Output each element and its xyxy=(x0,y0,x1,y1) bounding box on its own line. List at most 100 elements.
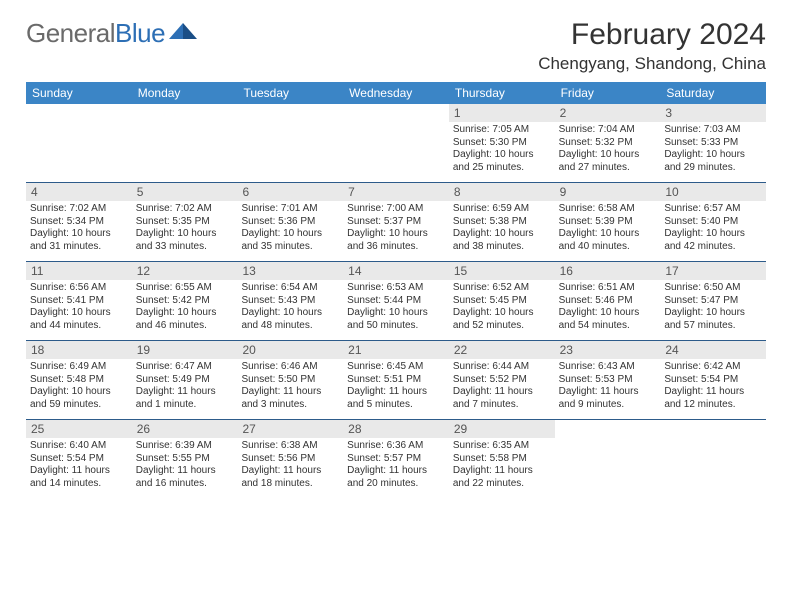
daylight-text: Daylight: 11 hours and 22 minutes. xyxy=(453,465,551,490)
calendar-header-row: Sunday Monday Tuesday Wednesday Thursday… xyxy=(26,82,766,104)
day-number xyxy=(555,420,661,424)
day-number xyxy=(660,420,766,424)
logo-text-general: General xyxy=(26,18,115,48)
daylight-text: Daylight: 10 hours and 35 minutes. xyxy=(241,228,339,253)
daylight-text: Daylight: 11 hours and 9 minutes. xyxy=(559,386,657,411)
sunrise-text: Sunrise: 6:36 AM xyxy=(347,440,445,453)
day-details: Sunrise: 6:53 AMSunset: 5:44 PMDaylight:… xyxy=(343,280,449,336)
daylight-text: Daylight: 11 hours and 12 minutes. xyxy=(664,386,762,411)
sunset-text: Sunset: 5:53 PM xyxy=(559,374,657,387)
sunrise-text: Sunrise: 6:44 AM xyxy=(453,361,551,374)
sunset-text: Sunset: 5:46 PM xyxy=(559,295,657,308)
logo-triangle-icon xyxy=(169,21,197,41)
dayheader-monday: Monday xyxy=(132,82,238,104)
calendar-day xyxy=(343,104,449,182)
sunset-text: Sunset: 5:42 PM xyxy=(136,295,234,308)
day-details: Sunrise: 6:51 AMSunset: 5:46 PMDaylight:… xyxy=(555,280,661,336)
sunset-text: Sunset: 5:45 PM xyxy=(453,295,551,308)
daylight-text: Daylight: 10 hours and 40 minutes. xyxy=(559,228,657,253)
day-number xyxy=(132,104,238,108)
sunset-text: Sunset: 5:34 PM xyxy=(30,216,128,229)
calendar-day: 3Sunrise: 7:03 AMSunset: 5:33 PMDaylight… xyxy=(660,104,766,182)
sunset-text: Sunset: 5:52 PM xyxy=(453,374,551,387)
month-title: February 2024 xyxy=(538,18,766,52)
sunset-text: Sunset: 5:48 PM xyxy=(30,374,128,387)
sunrise-text: Sunrise: 6:52 AM xyxy=(453,282,551,295)
calendar-week: 18 Sunrise: 6:49 AMSunset: 5:48 PM Dayligh… xyxy=(26,340,766,419)
calendar-day xyxy=(26,104,132,182)
dayheader-wednesday: Wednesday xyxy=(343,82,449,104)
calendar-day: 22Sunrise: 6:44 AMSunset: 5:52 PMDayligh… xyxy=(449,341,555,419)
calendar-day: 23Sunrise: 6:43 AMSunset: 5:53 PMDayligh… xyxy=(555,341,661,419)
calendar-day: 13Sunrise: 6:54 AMSunset: 5:43 PMDayligh… xyxy=(237,262,343,340)
sunrise-text: Sunrise: 6:54 AM xyxy=(241,282,339,295)
day-details: Sunrise: 6:54 AMSunset: 5:43 PMDaylight:… xyxy=(237,280,343,336)
daylight-text: Daylight: 10 hours and 27 minutes. xyxy=(559,149,657,174)
sunset-text: Sunset: 5:32 PM xyxy=(559,137,657,150)
day-number: 5 xyxy=(132,183,238,201)
daylight-text: Daylight: 11 hours and 7 minutes. xyxy=(453,386,551,411)
sunset-text: Sunset: 5:51 PM xyxy=(347,374,445,387)
day-number: 23 xyxy=(555,341,661,359)
calendar-day: 7Sunrise: 7:00 AMSunset: 5:37 PMDaylight… xyxy=(343,183,449,261)
sunset-text: Sunset: 5:41 PM xyxy=(30,295,128,308)
day-details: Sunrise: 7:01 AMSunset: 5:36 PMDaylight:… xyxy=(237,201,343,257)
daylight-text: Daylight: 10 hours and 36 minutes. xyxy=(347,228,445,253)
day-number: 21 xyxy=(343,341,449,359)
day-number: 26 xyxy=(132,420,238,438)
calendar-day: 24Sunrise: 6:42 AMSunset: 5:54 PMDayligh… xyxy=(660,341,766,419)
logo-text-blue: Blue xyxy=(115,18,165,48)
dayheader-saturday: Saturday xyxy=(660,82,766,104)
sunset-text: Sunset: 5:47 PM xyxy=(664,295,762,308)
sunrise-text: Sunrise: 7:01 AM xyxy=(241,203,339,216)
calendar-grid: Sunday Monday Tuesday Wednesday Thursday… xyxy=(26,82,766,498)
daylight-text: Daylight: 11 hours and 18 minutes. xyxy=(241,465,339,490)
day-details: Sunrise: 6:36 AMSunset: 5:57 PMDaylight:… xyxy=(343,438,449,494)
day-number: 27 xyxy=(237,420,343,438)
daylight-text: Daylight: 10 hours and 52 minutes. xyxy=(453,307,551,332)
dayheader-tuesday: Tuesday xyxy=(237,82,343,104)
day-details: Sunrise: 7:05 AMSunset: 5:30 PMDaylight:… xyxy=(449,122,555,178)
sunrise-text: Sunrise: 6:59 AM xyxy=(453,203,551,216)
daylight-text: Daylight: 10 hours and 48 minutes. xyxy=(241,307,339,332)
sunrise-text: Sunrise: 6:49 AM xyxy=(30,361,128,374)
day-details: Sunrise: 7:03 AMSunset: 5:33 PMDaylight:… xyxy=(660,122,766,178)
daylight-text: Daylight: 10 hours and 31 minutes. xyxy=(30,228,128,253)
day-details: Sunrise: 6:46 AMSunset: 5:50 PMDaylight:… xyxy=(237,359,343,415)
sunrise-text: Sunrise: 6:53 AM xyxy=(347,282,445,295)
daylight-text: Daylight: 10 hours and 25 minutes. xyxy=(453,149,551,174)
day-details: Sunrise: 7:02 AMSunset: 5:34 PMDaylight:… xyxy=(26,201,132,257)
calendar-week: 11Sunrise: 6:56 AMSunset: 5:41 PMDayligh… xyxy=(26,261,766,340)
daylight-text: Daylight: 10 hours and 33 minutes. xyxy=(136,228,234,253)
calendar-day: 8Sunrise: 6:59 AMSunset: 5:38 PMDaylight… xyxy=(449,183,555,261)
calendar-day: 12Sunrise: 6:55 AMSunset: 5:42 PMDayligh… xyxy=(132,262,238,340)
day-number: 10 xyxy=(660,183,766,201)
sunrise-text: Sunrise: 6:51 AM xyxy=(559,282,657,295)
sunrise-text: Sunrise: 7:03 AM xyxy=(664,124,762,137)
day-number: 3 xyxy=(660,104,766,122)
sunrise-text: Sunrise: 6:39 AM xyxy=(136,440,234,453)
sunrise-text: Sunrise: 6:50 AM xyxy=(664,282,762,295)
logo-text: GeneralBlue xyxy=(26,18,165,49)
day-details: Sunrise: 6:57 AMSunset: 5:40 PMDaylight:… xyxy=(660,201,766,257)
calendar-day: 15Sunrise: 6:52 AMSunset: 5:45 PMDayligh… xyxy=(449,262,555,340)
calendar-week: 1Sunrise: 7:05 AMSunset: 5:30 PMDaylight… xyxy=(26,104,766,182)
calendar-page: GeneralBlue February 2024 Chengyang, Sha… xyxy=(0,0,792,516)
day-number xyxy=(26,104,132,108)
dayheader-sunday: Sunday xyxy=(26,82,132,104)
sunset-text: Sunset: 5:50 PM xyxy=(241,374,339,387)
sunrise-text: Sunrise: 6:57 AM xyxy=(664,203,762,216)
sunrise-text: Sunrise: 7:00 AM xyxy=(347,203,445,216)
location-label: Chengyang, Shandong, China xyxy=(538,54,766,74)
page-header: GeneralBlue February 2024 Chengyang, Sha… xyxy=(26,18,766,74)
sunrise-text: Sunrise: 6:35 AM xyxy=(453,440,551,453)
sunrise-text: Sunrise: 6:38 AM xyxy=(241,440,339,453)
day-details: Sunrise: 6:59 AMSunset: 5:38 PMDaylight:… xyxy=(449,201,555,257)
day-number: 13 xyxy=(237,262,343,280)
daylight-text: Daylight: 11 hours and 3 minutes. xyxy=(241,386,339,411)
calendar-day: 18Sunrise: 6:49 AMSunset: 5:48 PMDayligh… xyxy=(26,341,132,419)
day-number: 18 xyxy=(26,341,132,359)
sunset-text: Sunset: 5:57 PM xyxy=(347,453,445,466)
sunset-text: Sunset: 5:55 PM xyxy=(136,453,234,466)
sunset-text: Sunset: 5:39 PM xyxy=(559,216,657,229)
